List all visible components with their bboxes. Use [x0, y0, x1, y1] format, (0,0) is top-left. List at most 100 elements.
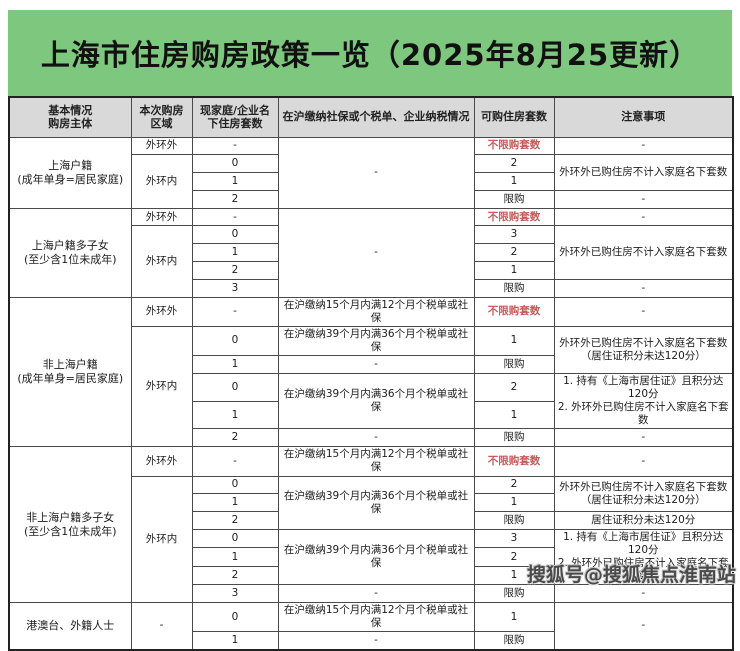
- quota-cell: 3: [473, 225, 555, 245]
- tax-cell: 在沪缴纳15个月内满12个月个税单或社保: [277, 446, 475, 477]
- tax-cell: -: [277, 428, 475, 448]
- region-cell: 外环外: [130, 296, 193, 327]
- count-cell: 1: [191, 631, 279, 651]
- quota-cell: 限购: [473, 511, 555, 530]
- region-cell: 外环外: [130, 446, 193, 477]
- quota-cell: 不限购套数: [473, 296, 555, 327]
- count-cell: 1: [191, 493, 279, 513]
- quota-cell: 限购: [473, 428, 555, 448]
- count-cell: 0: [191, 225, 279, 245]
- buyer-cell: 上海户籍多子女 (至少含1位未成年): [8, 207, 132, 298]
- note-cell: -: [553, 189, 734, 209]
- note-cell: 外环外已购住房不计入家庭名下套数: [553, 225, 734, 280]
- tax-cell: 在沪缴纳15个月内满12个月个税单或社保: [277, 602, 475, 633]
- tax-cell: -: [277, 355, 475, 374]
- watermark: 搜狐号@搜狐焦点淮南站: [526, 564, 736, 586]
- count-cell: 1: [191, 547, 279, 567]
- count-cell: 2: [191, 511, 279, 530]
- col-header-1: 本次购房 区域: [130, 96, 193, 138]
- count-cell: -: [191, 207, 279, 227]
- count-cell: -: [191, 296, 279, 327]
- quota-cell: 限购: [473, 189, 555, 209]
- note-cell: -: [553, 207, 734, 227]
- region-cell: 外环内: [130, 225, 193, 298]
- table-row: 外环内 0 在沪缴纳39个月内满36个月个税单或社保 2 外环外已购住房不计入家庭名下套…: [9, 475, 734, 604]
- tax-cell: 在沪缴纳39个月内满36个月个税单或社保: [277, 325, 475, 357]
- count-cell: 3: [191, 584, 279, 604]
- table-row: 非上海户籍 (成年单身=居民家庭) 外环外 - 在沪缴纳15个月内满12个月个税单或社…: [8, 296, 734, 448]
- count-cell: -: [191, 136, 279, 156]
- header-row: 基本情况 购房主体 本次购房 区域 现家庭/企业名 下住房套数 在沪缴纳社保或个税单、…: [8, 96, 734, 138]
- tax-cell: -: [277, 136, 475, 209]
- count-cell: 2: [191, 261, 279, 280]
- table-row: 上海户籍多子女 (至少含1位未成年) 外环外 - - 不限购套数 -: [8, 207, 734, 298]
- note-cell: -: [553, 446, 734, 477]
- table-row: 外环内 0 在沪缴纳39个月内满36个月个税单或社保 1 外环外已购住房不计入家庭名下套…: [9, 325, 734, 448]
- quota-cell: 2: [473, 372, 555, 402]
- quota-cell: 3: [473, 528, 555, 549]
- region-cell: 外环内: [130, 154, 193, 209]
- count-cell: 0: [191, 372, 279, 402]
- tax-cell: -: [277, 631, 475, 651]
- tax-cell: -: [277, 584, 475, 604]
- region-cell: 外环外: [130, 136, 193, 156]
- quota-cell: 1: [473, 261, 555, 280]
- note-cell: 外环外已购住房不计入家庭名下套数: [553, 154, 734, 191]
- note-cell: 1. 持有《上海市居住证》且积分达120分 2. 外环外已购住房不计入家庭名下套…: [553, 372, 734, 430]
- note-cell: -: [553, 428, 734, 448]
- quota-cell: 限购: [473, 355, 555, 374]
- title-banner: 上海市住房购房政策一览（2025年8月25更新）: [8, 10, 732, 96]
- tax-cell: 在沪缴纳15个月内满12个月个税单或社保: [277, 296, 475, 327]
- tax-cell: 在沪缴纳39个月内满36个月个税单或社保: [277, 475, 475, 530]
- count-cell: 2: [191, 565, 279, 586]
- quota-cell: 2: [473, 154, 555, 174]
- region-cell: 外环外: [130, 207, 193, 227]
- quota-cell: 1: [473, 172, 555, 191]
- col-header-5: 注意事项: [553, 96, 734, 138]
- quota-cell: 2: [473, 243, 555, 263]
- note-cell: 外环外已购住房不计入家庭名下套数（居住证积分未达120分）: [553, 325, 734, 374]
- note-cell: -: [553, 278, 734, 298]
- table-row: 外环内 0 2 外环外已购住房不计入家庭名下套数: [9, 154, 734, 209]
- region-cell: 外环内: [130, 475, 193, 604]
- col-header-2: 现家庭/企业名 下住房套数: [191, 96, 279, 138]
- note-cell: -: [553, 136, 734, 156]
- count-cell: 1: [191, 355, 279, 374]
- count-cell: 2: [191, 189, 279, 209]
- note-cell: -: [553, 584, 734, 604]
- quota-cell: 2: [473, 547, 555, 567]
- table-row: 0 在沪缴纳39个月内满36个月个税单或社保 2 1. 持有《上海市居住证》且积分达1…: [9, 372, 734, 430]
- tax-cell: -: [277, 207, 475, 298]
- quota-cell: 不限购套数: [473, 136, 555, 156]
- count-cell: 0: [191, 602, 279, 633]
- count-cell: -: [191, 446, 279, 477]
- count-cell: 0: [191, 475, 279, 495]
- table-row: 2 限购 -: [9, 189, 734, 209]
- count-cell: 0: [191, 325, 279, 357]
- quota-cell: 1: [473, 493, 555, 513]
- buyer-cell: 上海户籍 (成年单身=居民家庭): [8, 136, 132, 209]
- note-cell: -: [553, 602, 734, 651]
- buyer-cell: 港澳台、外籍人士: [8, 602, 132, 651]
- table-row: 2 限购 居住证积分未达120分: [9, 511, 734, 530]
- quota-cell: 2: [473, 475, 555, 495]
- col-header-0: 基本情况 购房主体: [8, 96, 132, 138]
- count-cell: 1: [191, 172, 279, 191]
- quota-cell: 限购: [473, 584, 555, 604]
- note-cell: -: [553, 296, 734, 327]
- region-cell: -: [130, 602, 193, 651]
- quota-cell: 不限购套数: [473, 207, 555, 227]
- table-row: 港澳台、外籍人士 -0 在沪缴纳15个月内满12个月个税单或社保 1-: [8, 602, 734, 651]
- note-cell: 1. 持有《上海市居住证》且积分达120分 2. 外环外已购住房不计入家庭名下套…: [553, 528, 734, 586]
- col-header-3: 在沪缴纳社保或个税单、企业纳税情况: [277, 96, 475, 138]
- quota-cell: 不限购套数: [473, 446, 555, 477]
- count-cell: 1: [191, 400, 279, 430]
- quota-cell: 1: [473, 400, 555, 430]
- table-row: 0 在沪缴纳39个月内满36个月个税单或社保 3 1. 持有《上海市居住证》且积分达1…: [9, 528, 734, 586]
- page-title: 上海市住房购房政策一览（2025年8月25更新）: [40, 38, 700, 72]
- count-cell: 0: [191, 528, 279, 549]
